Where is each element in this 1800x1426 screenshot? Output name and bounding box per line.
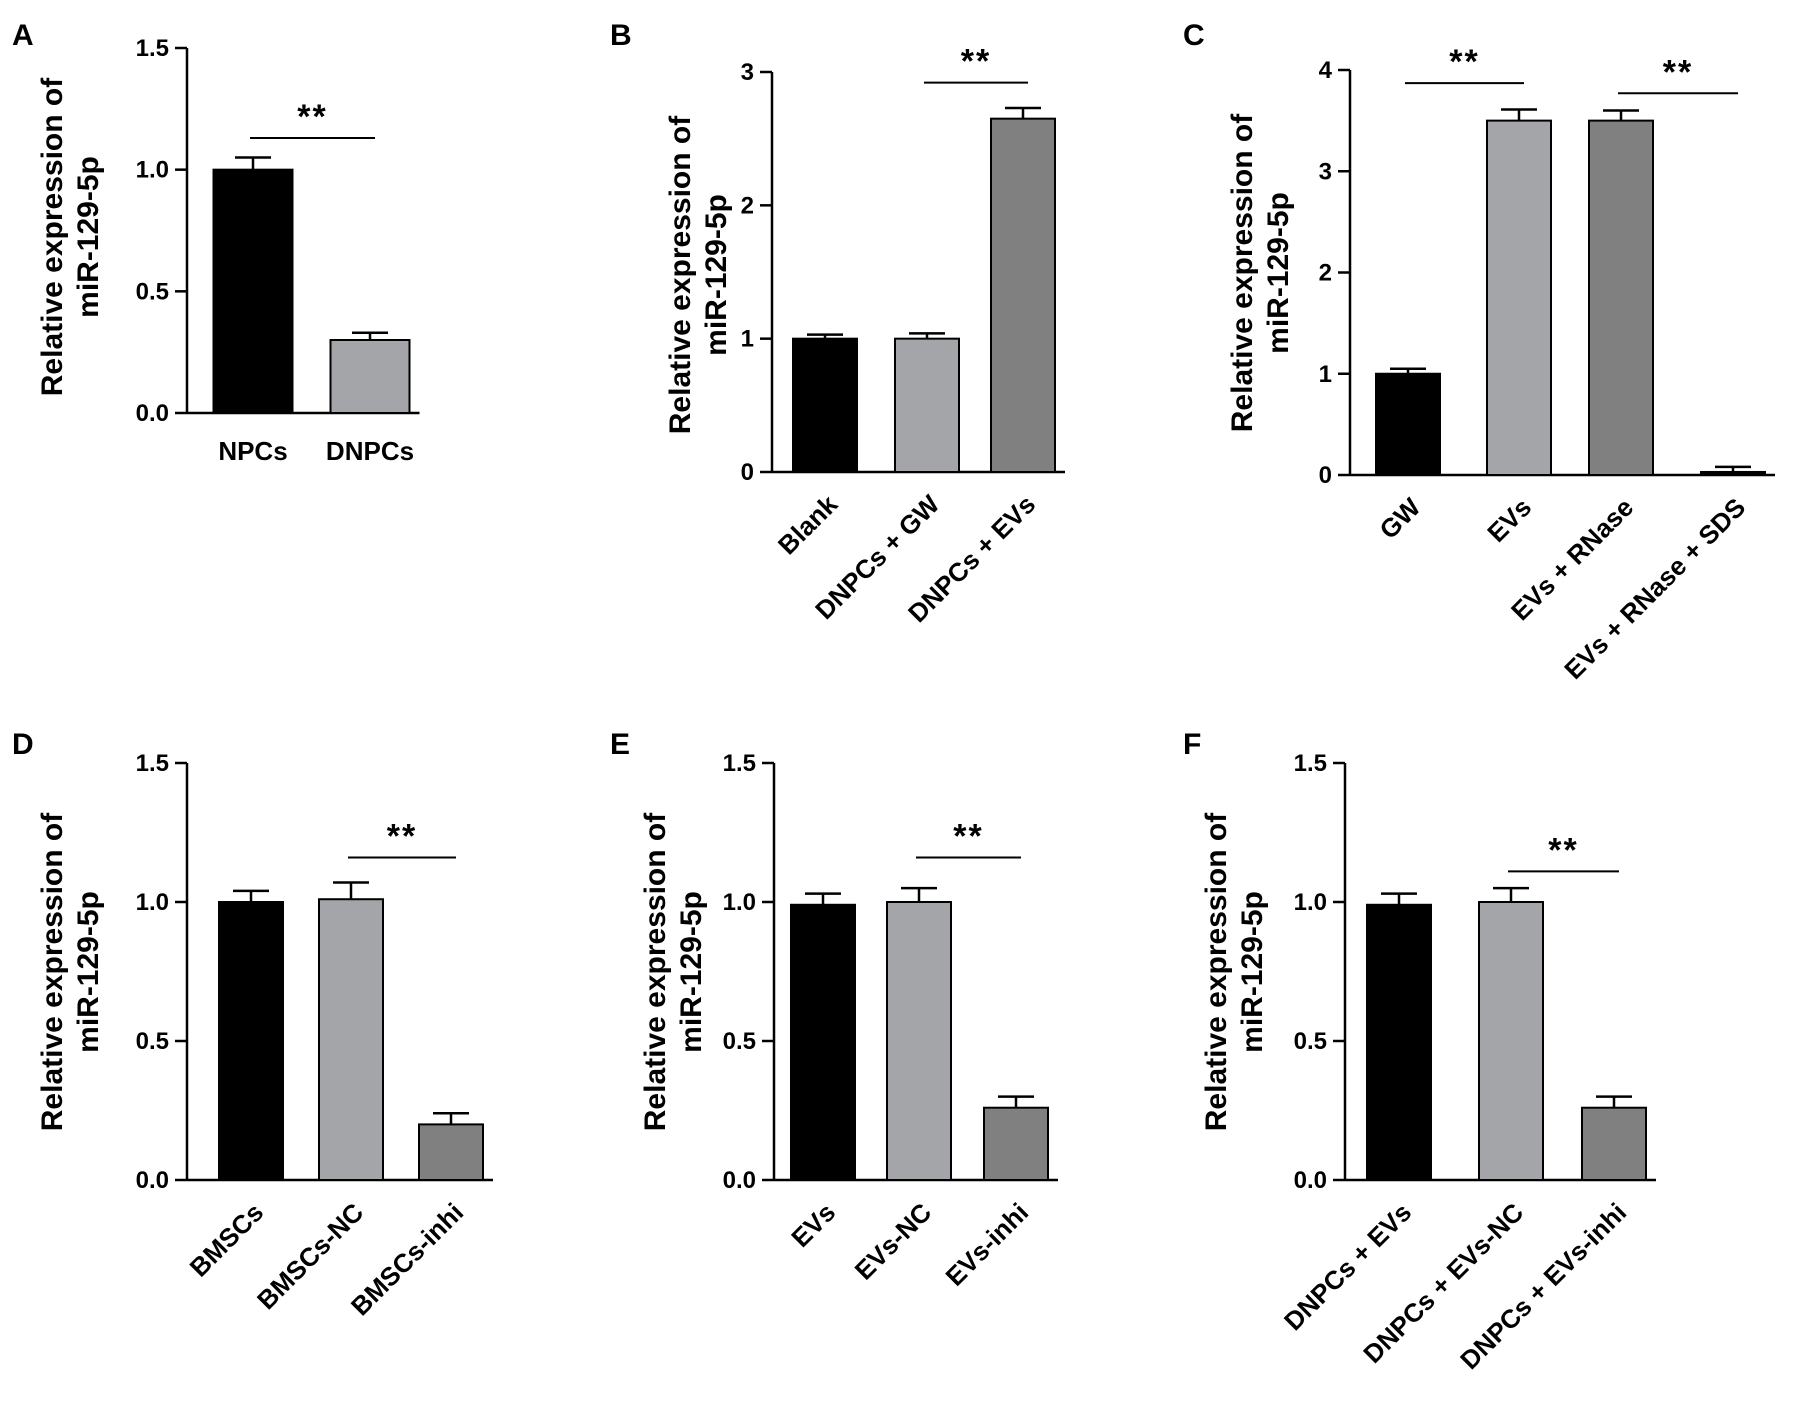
- significance-marker: **: [953, 818, 983, 856]
- y-tick-label: 0.0: [1294, 1167, 1327, 1194]
- y-axis-label-line: Relative expression of: [664, 115, 697, 434]
- y-tick-label: 0.0: [136, 1167, 169, 1194]
- bar-evs: [1486, 119, 1552, 476]
- bar-dnpcs: [329, 339, 411, 414]
- x-category-label: EVs-NC: [849, 1197, 938, 1286]
- chart-panel-f: F Relative expression of miR-129-5p 0.0 0.5 1…: [1183, 728, 1656, 1375]
- bar-gw: [1375, 372, 1441, 476]
- y-tick-label: 0.5: [136, 278, 169, 305]
- y-tick-label: 1.0: [1294, 889, 1327, 916]
- y-axis-label: Relative expression of miR-129-5p: [664, 115, 733, 434]
- y-tick-label: 2: [741, 192, 754, 219]
- bar-dnpcs-gw: [894, 337, 960, 473]
- chart-panel-d: D Relative expression of miR-129-5p 0.0 0.5 1…: [12, 728, 493, 1321]
- bar-evs-nc: [886, 901, 952, 1181]
- bar-evs-rnase: [1588, 119, 1654, 476]
- y-tick-label: 0.5: [723, 1028, 756, 1055]
- significance-marker: **: [1548, 831, 1578, 869]
- bar-dnpcs-evs: [1366, 903, 1432, 1182]
- bar-npcs: [212, 168, 294, 414]
- y-tick-label: 2: [1319, 260, 1332, 287]
- bar-dnpcs-evs: [990, 117, 1056, 474]
- significance-marker: **: [1449, 43, 1479, 81]
- y-tick-label: 1.0: [136, 157, 169, 184]
- y-tick-label: 0: [1319, 462, 1332, 489]
- y-tick-label: 1.5: [136, 750, 169, 777]
- y-axis-label-line: miR-129-5p: [72, 156, 105, 318]
- y-axis-label-line: miR-129-5p: [72, 891, 105, 1053]
- bar-blank: [792, 337, 858, 473]
- y-tick-label: 0.5: [136, 1028, 169, 1055]
- bar-bmscs-nc: [318, 898, 384, 1181]
- y-tick-label: 4: [1319, 57, 1333, 84]
- y-tick-label: 1: [1319, 361, 1332, 388]
- bar-evs-inhi: [983, 1106, 1049, 1181]
- y-tick-label: 1.0: [723, 889, 756, 916]
- y-tick-label: 1: [741, 326, 754, 353]
- y-axis-label: Relative expression of miR-129-5p: [36, 77, 105, 396]
- panel-label: A: [12, 19, 34, 52]
- panel-label: D: [12, 728, 34, 761]
- x-category-label: EVs-inhi: [939, 1197, 1034, 1292]
- y-tick-label: 3: [1319, 158, 1332, 185]
- x-category-label: EVs: [1481, 492, 1537, 548]
- chart-panel-c: C Relative expression of miR-129-5p 0 1 2 3 4 GW…: [1183, 19, 1775, 685]
- x-category-label: BMSCs: [184, 1197, 270, 1283]
- bar-bmscs: [218, 901, 284, 1181]
- y-tick-label: 0.5: [1294, 1028, 1327, 1055]
- panel-label: C: [1183, 19, 1205, 52]
- y-axis-label: Relative expression of miR-129-5p: [36, 812, 105, 1131]
- y-axis-label-line: Relative expression of: [1200, 812, 1233, 1131]
- bar-evs-rnase-sds: [1700, 470, 1766, 476]
- x-category-label: EVs: [785, 1197, 841, 1253]
- significance-marker: **: [961, 43, 991, 81]
- y-axis-label-line: Relative expression of: [36, 77, 69, 396]
- y-tick-label: 1.0: [136, 889, 169, 916]
- y-tick-label: 0: [741, 459, 754, 486]
- y-axis-label-line: Relative expression of: [36, 812, 69, 1131]
- y-tick-label: 1.5: [136, 35, 169, 62]
- panel-label: F: [1183, 728, 1201, 761]
- y-tick-label: 3: [741, 59, 754, 86]
- y-axis-label: Relative expression of miR-129-5p: [1200, 812, 1269, 1131]
- chart-panel-e: E Relative expression of miR-129-5p 0.0 0.5 1…: [610, 728, 1058, 1292]
- x-category-label: Blank: [772, 489, 844, 561]
- y-axis-label-line: miR-129-5p: [675, 891, 708, 1053]
- y-axis-label-line: miR-129-5p: [700, 194, 733, 356]
- y-axis-label: Relative expression of miR-129-5p: [639, 812, 708, 1131]
- panel-label: B: [610, 19, 632, 52]
- y-axis-label-line: miR-129-5p: [1262, 192, 1295, 354]
- chart-panel-b: B Relative expression of miR-129-5p 0 1 2 3 Bla…: [610, 19, 1065, 628]
- bar-dnpcs-evs-nc: [1478, 901, 1544, 1181]
- y-tick-label: 1.5: [723, 750, 756, 777]
- y-axis-label-line: miR-129-5p: [1236, 891, 1269, 1053]
- y-tick-label: 0.0: [723, 1167, 756, 1194]
- x-category-label: GW: [1373, 492, 1426, 545]
- y-axis-label-line: Relative expression of: [639, 812, 672, 1131]
- x-category-label: NPCs: [218, 436, 287, 466]
- bar-dnpcs-evs-inhi: [1581, 1106, 1647, 1181]
- y-axis-label: Relative expression of miR-129-5p: [1226, 113, 1295, 432]
- significance-marker: **: [297, 98, 327, 136]
- x-category-label: DNPCs: [326, 436, 414, 466]
- panel-label: E: [610, 728, 630, 761]
- bar-bmscs-inhi: [418, 1123, 484, 1182]
- significance-marker: **: [387, 818, 417, 856]
- x-category-label: EVs + RNase + SDS: [1558, 492, 1751, 685]
- significance-marker: **: [1663, 53, 1693, 91]
- bar-evs: [790, 903, 856, 1182]
- y-tick-label: 1.5: [1294, 750, 1327, 777]
- y-tick-label: 0.0: [136, 400, 169, 427]
- y-axis-label-line: Relative expression of: [1226, 113, 1259, 432]
